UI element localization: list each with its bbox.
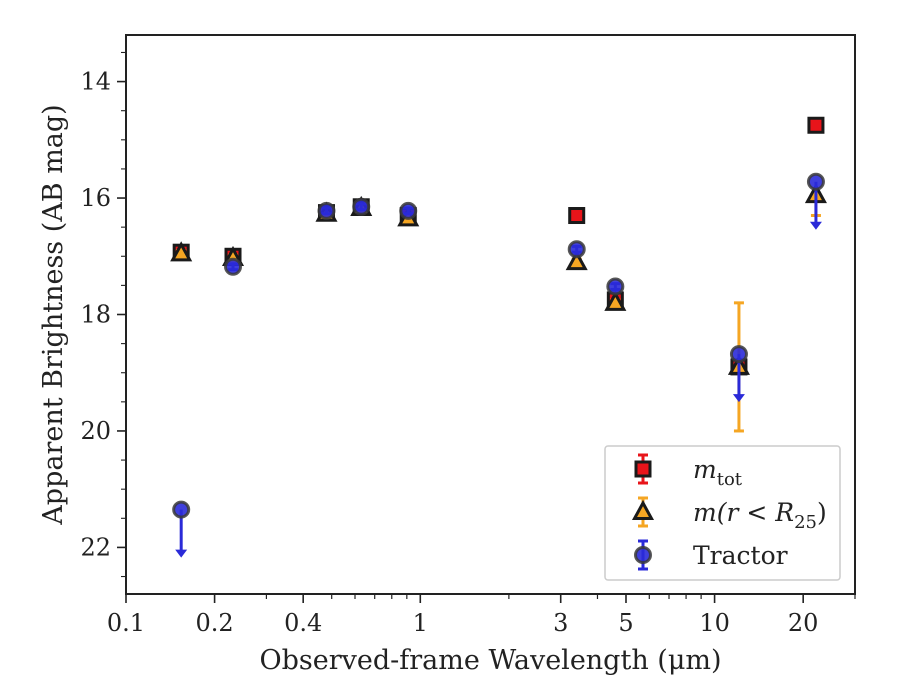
x-axis: 0.1 0.2 0.4 1 3 5 10 20 <box>107 594 856 637</box>
x-tick-label: 0.2 <box>196 609 234 637</box>
legend-item: m(r < R25) <box>631 496 827 533</box>
y-axis-title: Apparent Brightness (AB mag) <box>38 104 69 525</box>
x-tick-label: 1 <box>413 609 428 637</box>
data-point-triangle <box>565 249 588 271</box>
upper-limit-arrowhead <box>809 221 822 230</box>
legend-item: Tractor <box>634 539 788 571</box>
legend-item: mtot <box>634 453 743 490</box>
series-square <box>172 116 825 376</box>
data-point-square <box>568 207 586 225</box>
legend-label-main: m(r < R <box>693 498 794 527</box>
y-tick-label: 18 <box>80 301 111 329</box>
legend-label: Tractor <box>693 541 788 570</box>
series-circle <box>172 172 825 558</box>
legend-label-sub: 25 <box>794 512 817 533</box>
series-triangle <box>170 183 827 433</box>
plot-content <box>170 116 827 558</box>
y-tick-label: 14 <box>80 68 111 96</box>
data-point-circle <box>806 172 825 191</box>
x-axis-title: Observed-frame Wavelength (μm) <box>259 645 721 676</box>
legend-marker-square <box>634 460 652 478</box>
data-point-circle <box>606 277 625 296</box>
upper-limit-arrowhead <box>732 394 745 403</box>
legend-label-end: ) <box>817 498 827 527</box>
data-point-circle <box>352 197 371 216</box>
legend-label-main: m <box>693 455 717 484</box>
data-point-triangle <box>170 241 193 262</box>
x-tick-label: 0.4 <box>284 609 322 637</box>
x-tick-label: 10 <box>699 609 730 637</box>
y-tick-label: 22 <box>80 533 111 561</box>
data-point-square <box>807 116 825 134</box>
legend-box <box>604 445 841 581</box>
data-point-triangle <box>604 290 627 311</box>
y-axis: 14 16 18 20 22 <box>80 51 126 578</box>
x-tick-label: 0.1 <box>107 609 145 637</box>
legend-label-main: Tractor <box>693 541 788 570</box>
data-point-circle <box>317 201 336 220</box>
x-tick-label: 3 <box>553 609 568 637</box>
y-tick-label: 16 <box>80 184 111 212</box>
data-point-circle <box>729 345 748 364</box>
x-tick-label: 20 <box>788 609 819 637</box>
data-point-circle <box>224 257 243 276</box>
data-point-circle <box>172 500 191 519</box>
legend-marker-circle <box>634 546 652 564</box>
y-tick-label: 20 <box>80 417 111 445</box>
x-tick-label: 5 <box>618 609 633 637</box>
upper-limit-arrowhead <box>175 549 188 558</box>
legend: mtot m(r < R25) Tractor <box>604 445 841 581</box>
legend-label: mtot <box>693 455 743 490</box>
legend-marker-triangle <box>631 499 655 520</box>
legend-label-sub: tot <box>717 469 743 490</box>
data-point-circle <box>399 201 418 220</box>
data-point-circle <box>567 240 586 259</box>
legend-label: m(r < R25) <box>693 498 827 533</box>
